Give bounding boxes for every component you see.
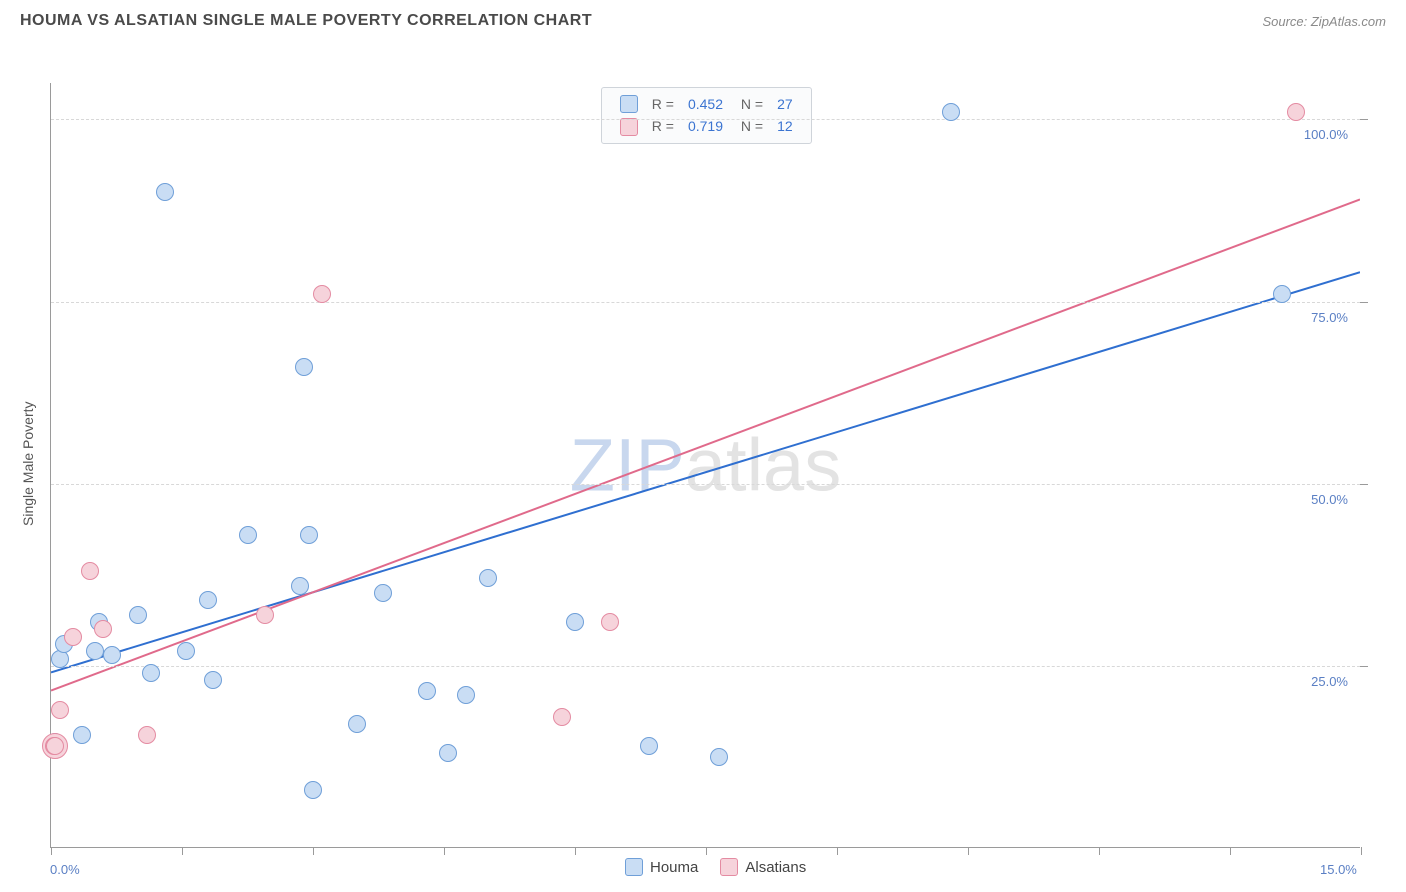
- legend-item-alsatians: Alsatians: [720, 858, 806, 876]
- data-point-alsatians: [81, 562, 99, 580]
- gridline: [51, 302, 1360, 303]
- legend-swatch-icon: [625, 858, 643, 876]
- data-point-houma: [640, 737, 658, 755]
- data-point-houma: [1273, 285, 1291, 303]
- x-tick: [1361, 847, 1362, 855]
- data-point-houma: [73, 726, 91, 744]
- source-name: ZipAtlas.com: [1311, 14, 1386, 29]
- data-point-houma: [300, 526, 318, 544]
- data-point-houma: [479, 569, 497, 587]
- data-point-houma: [129, 606, 147, 624]
- data-point-alsatians: [138, 726, 156, 744]
- trendline-houma: [51, 272, 1360, 672]
- data-point-houma: [156, 183, 174, 201]
- y-tick-label: 50.0%: [1311, 492, 1348, 507]
- legend-n-value: 27: [771, 94, 799, 114]
- data-point-houma: [566, 613, 584, 631]
- data-point-houma: [295, 358, 313, 376]
- legend-label: Alsatians: [745, 859, 806, 876]
- data-point-houma: [142, 664, 160, 682]
- data-point-alsatians: [64, 628, 82, 646]
- data-point-houma: [710, 748, 728, 766]
- data-point-houma: [177, 642, 195, 660]
- data-point-alsatians: [256, 606, 274, 624]
- trendline-alsatians: [51, 199, 1360, 690]
- data-point-houma: [304, 781, 322, 799]
- data-point-alsatians: [46, 737, 64, 755]
- x-tick: [182, 847, 183, 855]
- y-tick: [1360, 302, 1368, 303]
- x-tick: [1099, 847, 1100, 855]
- data-point-houma: [239, 526, 257, 544]
- x-end-label: 0.0%: [50, 862, 80, 877]
- watermark: ZIPatlas: [570, 423, 841, 508]
- chart-header: HOUMA VS ALSATIAN SINGLE MALE POVERTY CO…: [0, 0, 1406, 38]
- data-point-houma: [86, 642, 104, 660]
- y-tick-label: 25.0%: [1311, 674, 1348, 689]
- trend-lines: [51, 83, 1360, 847]
- gridline: [51, 119, 1360, 120]
- watermark-atlas: atlas: [685, 424, 841, 507]
- legend-n-label: N =: [731, 94, 769, 114]
- y-tick: [1360, 484, 1368, 485]
- legend-item-houma: Houma: [625, 858, 698, 876]
- correlation-legend: R =0.452 N =27R =0.719 N =12: [601, 87, 812, 144]
- data-point-houma: [103, 646, 121, 664]
- y-tick-label: 100.0%: [1304, 127, 1348, 142]
- series-legend: Houma Alsatians: [625, 858, 806, 876]
- data-point-alsatians: [601, 613, 619, 631]
- data-point-houma: [291, 577, 309, 595]
- gridline: [51, 484, 1360, 485]
- data-point-houma: [439, 744, 457, 762]
- y-tick: [1360, 119, 1368, 120]
- x-tick: [1230, 847, 1231, 855]
- x-tick: [313, 847, 314, 855]
- legend-r-value: 0.452: [682, 94, 729, 114]
- y-axis-title: Single Male Poverty: [20, 401, 36, 526]
- legend-r-label: R =: [646, 94, 680, 114]
- x-tick: [968, 847, 969, 855]
- data-point-houma: [374, 584, 392, 602]
- data-point-houma: [199, 591, 217, 609]
- data-point-houma: [204, 671, 222, 689]
- data-point-houma: [457, 686, 475, 704]
- y-tick: [1360, 666, 1368, 667]
- data-point-houma: [942, 103, 960, 121]
- legend-row-houma: R =0.452 N =27: [614, 94, 799, 114]
- x-tick: [444, 847, 445, 855]
- legend-swatch-icon: [620, 95, 638, 113]
- chart-wrapper: ZIPatlas R =0.452 N =27R =0.719 N =12 25…: [0, 38, 1406, 883]
- y-tick-label: 75.0%: [1311, 310, 1348, 325]
- data-point-alsatians: [51, 701, 69, 719]
- source-prefix: Source:: [1262, 14, 1310, 29]
- data-point-alsatians: [1287, 103, 1305, 121]
- x-tick: [575, 847, 576, 855]
- x-end-label: 15.0%: [1320, 862, 1357, 877]
- source-credit: Source: ZipAtlas.com: [1262, 14, 1386, 29]
- x-tick: [51, 847, 52, 855]
- chart-title: HOUMA VS ALSATIAN SINGLE MALE POVERTY CO…: [20, 12, 592, 30]
- data-point-alsatians: [553, 708, 571, 726]
- watermark-zip: ZIP: [570, 424, 685, 507]
- legend-swatch-icon: [720, 858, 738, 876]
- data-point-houma: [348, 715, 366, 733]
- plot-area: ZIPatlas R =0.452 N =27R =0.719 N =12 25…: [50, 83, 1360, 848]
- legend-label: Houma: [650, 859, 698, 876]
- data-point-alsatians: [94, 620, 112, 638]
- data-point-alsatians: [313, 285, 331, 303]
- x-tick: [706, 847, 707, 855]
- x-tick: [837, 847, 838, 855]
- data-point-houma: [418, 682, 436, 700]
- gridline: [51, 666, 1360, 667]
